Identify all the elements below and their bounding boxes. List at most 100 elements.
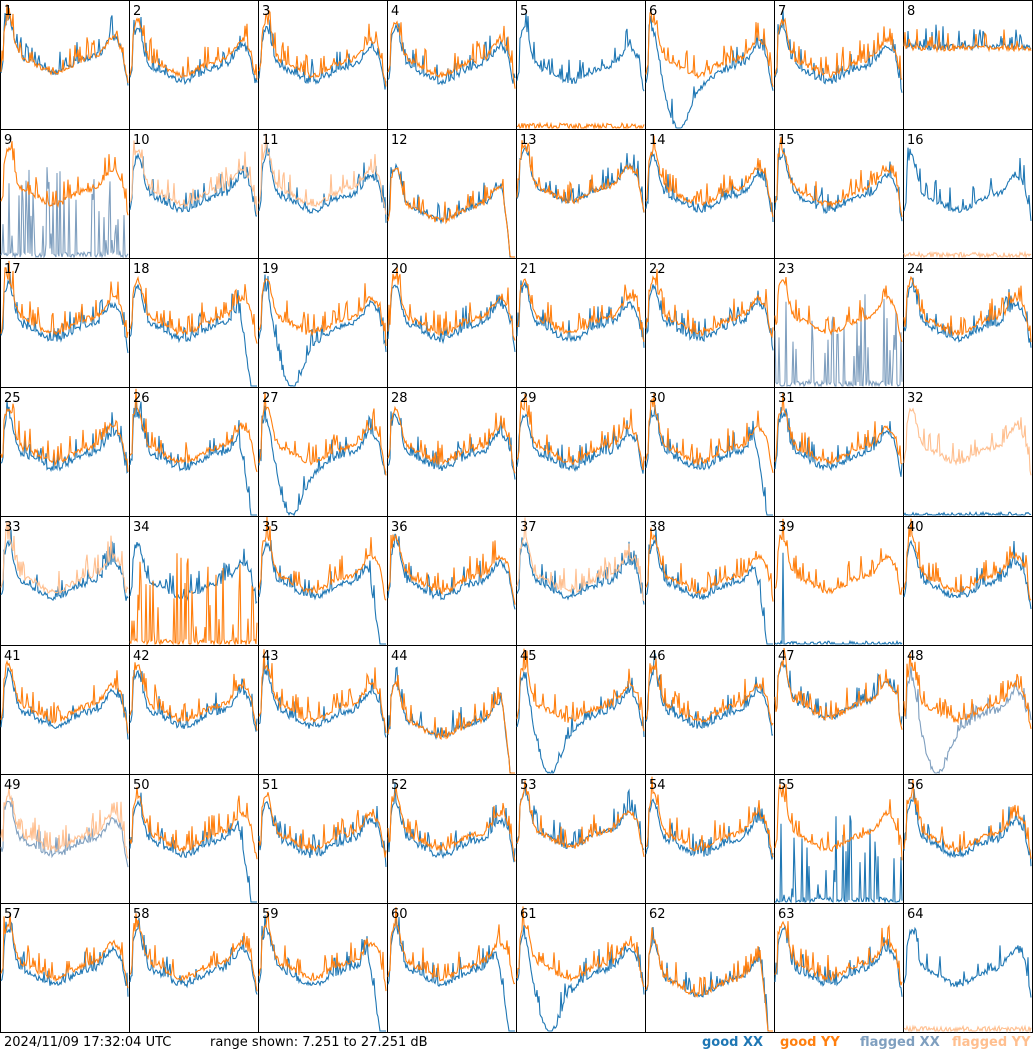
tile-label: 14 [649,133,666,148]
series-xx-38 [645,529,773,645]
tile-label: 47 [778,649,795,664]
series-xx-62 [645,926,773,1032]
series-yy-18 [129,275,258,344]
tile-18: 18 [129,258,259,388]
tile-33: 33 [0,516,130,646]
tile-29: 29 [516,387,646,517]
series-xx-28 [387,411,516,480]
tile-label: 9 [4,133,12,148]
series-yy-10 [129,140,258,215]
series-yy-15 [774,136,903,218]
tile-64: 64 [903,903,1033,1033]
series-yy-13 [516,140,645,213]
timestamp: 2024/11/09 17:32:04 UTC [4,1035,172,1050]
series-xx-9 [0,167,129,259]
series-xx-14 [645,151,774,223]
footer: 2024/11/09 17:32:04 UTC range shown: 7.2… [0,1034,1033,1053]
tile-frame [903,387,1033,517]
series-yy-26 [129,388,258,473]
series-yy-57 [0,913,129,989]
tile-label: 13 [520,133,537,148]
tile-label: 20 [391,262,408,277]
series-xx-34 [129,541,258,605]
series-yy-35 [258,516,387,601]
series-yy-14 [645,135,774,218]
series-xx-5 [516,12,645,92]
tile-label: 48 [907,649,924,664]
series-xx-56 [903,788,1032,867]
tile-frame [903,516,1033,646]
series-yy-63 [774,920,903,986]
tile-label: 62 [649,907,666,922]
tile-frame [903,0,1033,130]
series-xx-31 [774,407,903,477]
tile-label: 22 [649,262,666,277]
series-yy-5 [516,121,645,131]
tile-57: 57 [0,903,130,1033]
series-xx-6 [645,16,774,129]
series-yy-48 [903,652,1032,730]
tile-label: 10 [133,133,150,148]
series-xx-29 [516,413,645,474]
tile-frame [0,0,130,130]
tile-label: 11 [262,133,279,148]
tile-frame [645,0,775,130]
tile-5: 5 [516,0,646,131]
tile-frame [129,774,259,904]
tile-frame [387,129,517,259]
series-yy-61 [516,906,645,988]
tile-56: 56 [903,774,1033,904]
series-xx-30 [645,404,773,516]
series-xx-23 [774,294,903,388]
tile-2: 2 [129,0,259,130]
tile-label: 53 [520,778,537,793]
series-yy-19 [258,278,387,347]
series-yy-40 [903,518,1032,601]
series-yy-49 [0,787,129,859]
series-yy-8 [903,29,1032,54]
series-yy-47 [774,647,903,730]
tile-label: 34 [133,520,150,535]
tile-frame [258,129,388,259]
tile-frame [387,903,517,1033]
tile-42: 42 [129,645,259,775]
series-yy-6 [645,10,774,87]
series-yy-41 [0,659,129,734]
tile-label: 29 [520,391,537,406]
tile-frame [0,258,130,388]
series-yy-53 [516,780,645,857]
tile-label: 59 [262,907,279,922]
series-xx-11 [258,143,387,223]
tile-label: 21 [520,262,537,277]
series-xx-45 [516,671,645,774]
tile-31: 31 [774,387,904,517]
tile-frame [129,387,259,517]
tile-label: 40 [907,520,924,535]
series-xx-43 [258,655,387,738]
series-yy-64 [903,1024,1032,1033]
tile-frame [258,903,388,1033]
series-xx-39 [774,552,903,646]
series-yy-37 [516,517,645,602]
series-yy-28 [387,405,516,474]
series-xx-63 [774,925,903,997]
tile-frame [129,258,259,388]
series-yy-17 [0,260,129,338]
series-yy-42 [129,662,258,731]
series-yy-58 [129,913,258,992]
tile-28: 28 [387,387,517,517]
tile-frame [516,0,646,130]
series-yy-34 [129,553,258,647]
tile-11: 11 [258,129,388,259]
tile-9: 9 [0,129,130,259]
tile-label: 2 [133,4,141,19]
tile-8: 8 [903,0,1033,130]
tile-label: 56 [907,778,924,793]
series-yy-51 [258,792,387,858]
series-xx-55 [774,815,903,905]
tile-label: 61 [520,907,537,922]
series-xx-44 [387,666,515,774]
tile-34: 34 [129,516,259,647]
series-yy-12 [387,167,515,258]
tile-label: 18 [133,262,150,277]
